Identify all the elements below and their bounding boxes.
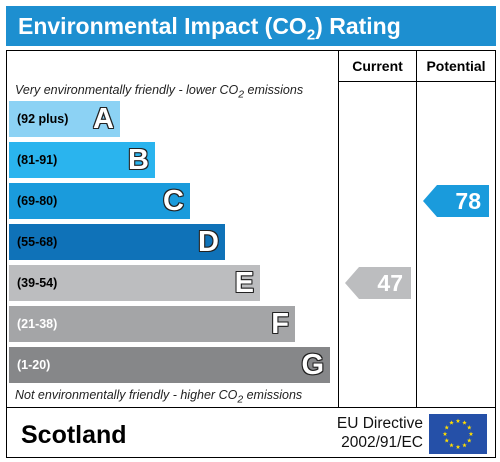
directive-line-1: EU Directive — [336, 415, 423, 432]
chart-title: Environmental Impact (CO2) Rating — [6, 6, 496, 46]
column-current: Current — [352, 58, 403, 74]
eu-directive: EU Directive 2002/91/EC — [337, 414, 423, 452]
divider-current — [338, 51, 339, 407]
band-range-d: (55-68) — [17, 235, 58, 249]
flag-star — [462, 420, 467, 425]
band-a: (92 plus) A — [9, 101, 120, 137]
caption-bottom: Not environmentally friendly - higher CO… — [15, 388, 302, 406]
flag-star — [449, 442, 454, 448]
caption-top-sub: 2 — [238, 89, 245, 101]
band-d: (55-68) D — [9, 224, 225, 260]
rating-frame: Current Potential Very environmentally f… — [6, 50, 496, 458]
flag-star — [462, 442, 467, 448]
band-g: (1-20) G — [9, 347, 330, 383]
country-label: Scotland — [21, 421, 127, 449]
band-letter-a: A — [93, 103, 114, 135]
band-range-b: (81-91) — [17, 153, 58, 167]
title-post: ) Rating — [315, 13, 401, 39]
current-arrow-shape — [345, 267, 411, 299]
caption-top: Very environmentally friendly - lower CO… — [15, 83, 303, 101]
band-b: (81-91) B — [9, 142, 155, 178]
band-range-g: (1-20) — [17, 358, 51, 372]
band-range-f: (21-38) — [17, 317, 58, 331]
band-letter-e: E — [234, 267, 254, 299]
flag-star — [466, 438, 472, 443]
caption-top-post: emissions — [244, 83, 304, 97]
eu-flag-icon — [429, 414, 487, 454]
footer-rule — [7, 407, 495, 408]
band-letter-f: F — [271, 308, 289, 340]
title-pre: Environmental Impact (CO — [18, 13, 307, 39]
flag-star — [449, 420, 454, 425]
band-letter-g: G — [301, 349, 324, 381]
potential-rating-value: 78 — [455, 188, 481, 214]
flag-star — [455, 444, 461, 449]
caption-top-pre: Very environmentally friendly - lower CO — [15, 83, 239, 97]
band-letter-c: C — [163, 185, 184, 217]
flag-star — [468, 431, 474, 436]
band-range-e: (39-54) — [17, 276, 58, 290]
caption-bottom-sub: 2 — [237, 394, 244, 406]
band-c: (69-80) C — [9, 183, 190, 219]
title-sub: 2 — [306, 26, 316, 44]
band-letter-d: D — [198, 226, 219, 258]
current-rating-value: 47 — [377, 270, 403, 296]
directive-line-2: 2002/91/EC — [341, 434, 423, 451]
band-f: (21-38) F — [9, 306, 295, 342]
potential-arrow-shape — [423, 185, 489, 217]
header-rule — [338, 81, 496, 82]
band-letter-b: B — [128, 144, 149, 176]
band-e: (39-54) E — [9, 265, 260, 301]
current-rating-arrow: 47 — [345, 267, 411, 299]
potential-rating-arrow: 78 — [423, 185, 489, 217]
caption-bottom-post: emissions — [243, 388, 303, 402]
flag-star — [466, 425, 472, 430]
caption-bottom-pre: Not environmentally friendly - higher CO — [15, 388, 238, 402]
band-range-a: (92 plus) — [17, 112, 69, 126]
flag-star — [455, 418, 461, 423]
flag-star — [444, 425, 450, 430]
flag-star — [444, 438, 450, 443]
divider-potential — [416, 51, 417, 407]
band-range-c: (69-80) — [17, 194, 58, 208]
flag-star — [442, 431, 448, 436]
column-potential: Potential — [426, 58, 486, 74]
